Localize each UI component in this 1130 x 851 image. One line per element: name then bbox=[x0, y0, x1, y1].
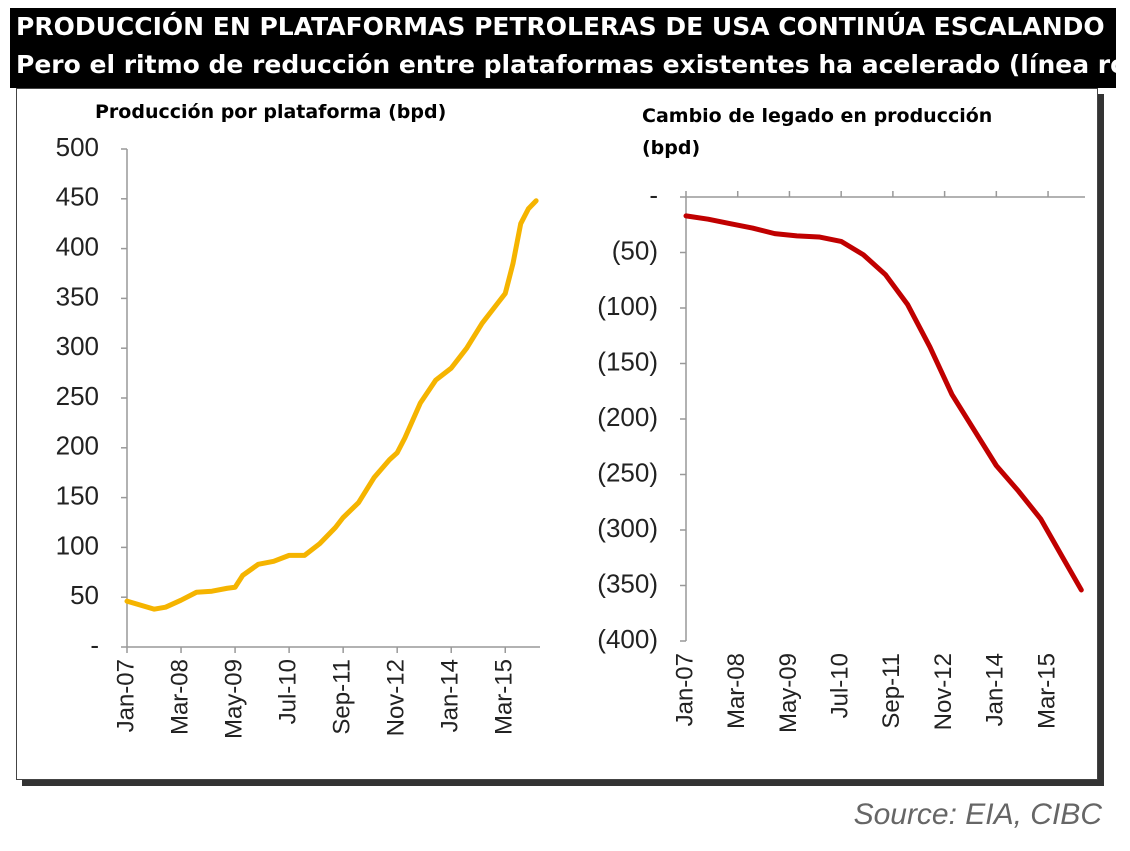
y-tick-label: (250) bbox=[597, 457, 658, 487]
x-tick-label: Jan-14 bbox=[437, 659, 464, 732]
y-tick-label: 250 bbox=[56, 381, 99, 411]
y-tick-label: 400 bbox=[56, 231, 99, 261]
x-tick-label: May-09 bbox=[775, 653, 802, 733]
y-tick-label: 300 bbox=[56, 331, 99, 361]
header: PRODUCCIÓN EN PLATAFORMAS PETROLERAS DE … bbox=[10, 8, 1130, 88]
x-tick-label: Mar-08 bbox=[166, 659, 193, 735]
header-subtitle: Pero el ritmo de reducción entre platafo… bbox=[16, 50, 1130, 79]
x-tick-label: Nov-12 bbox=[930, 653, 957, 730]
data-line bbox=[683, 213, 1084, 593]
y-tick-label: - bbox=[90, 630, 99, 660]
chart-panel bbox=[16, 88, 1098, 780]
y-tick-label: 450 bbox=[56, 182, 99, 212]
x-tick-label: Sep-11 bbox=[878, 653, 905, 729]
y-tick-label: (350) bbox=[597, 568, 658, 598]
y-tick-label: 50 bbox=[70, 580, 99, 610]
source: Source: EIA, CIBC bbox=[853, 798, 1102, 831]
y-tick-label: 350 bbox=[56, 281, 99, 311]
y-tick-label: (300) bbox=[597, 513, 658, 543]
x-tick-label: Sep-11 bbox=[328, 659, 355, 735]
y-tick-label: (100) bbox=[597, 291, 658, 321]
y-tick-label: (150) bbox=[597, 346, 658, 376]
chart-title: Cambio de legado en producción (bpd) bbox=[642, 105, 993, 159]
x-tick-label: Jan-14 bbox=[982, 653, 1009, 726]
x-tick-label: Jan-07 bbox=[112, 659, 139, 732]
chart-title: Producción por plataforma (bpd) bbox=[95, 101, 447, 123]
header-title: PRODUCCIÓN EN PLATAFORMAS PETROLERAS DE … bbox=[16, 12, 1105, 41]
y-tick-label: 500 bbox=[56, 132, 99, 162]
x-tick-label: Jul-10 bbox=[274, 659, 301, 724]
x-tick-label: May-09 bbox=[220, 659, 247, 739]
y-tick-label: (200) bbox=[597, 402, 658, 432]
x-tick-label: Jul-10 bbox=[827, 653, 854, 718]
x-tick-label: Nov-12 bbox=[383, 659, 410, 736]
y-tick-label: 150 bbox=[56, 480, 99, 510]
y-tick-label: 200 bbox=[56, 431, 99, 461]
y-tick-label: (400) bbox=[597, 624, 658, 654]
x-tick-label: Jan-07 bbox=[671, 653, 698, 726]
y-tick-label: - bbox=[649, 180, 658, 210]
y-tick-label: (50) bbox=[612, 235, 658, 265]
x-tick-label: Mar-15 bbox=[491, 659, 518, 735]
data-line bbox=[124, 198, 539, 612]
x-tick-label: Mar-08 bbox=[723, 653, 750, 729]
y-tick-label: 100 bbox=[56, 530, 99, 560]
x-tick-label: Mar-15 bbox=[1033, 653, 1060, 729]
